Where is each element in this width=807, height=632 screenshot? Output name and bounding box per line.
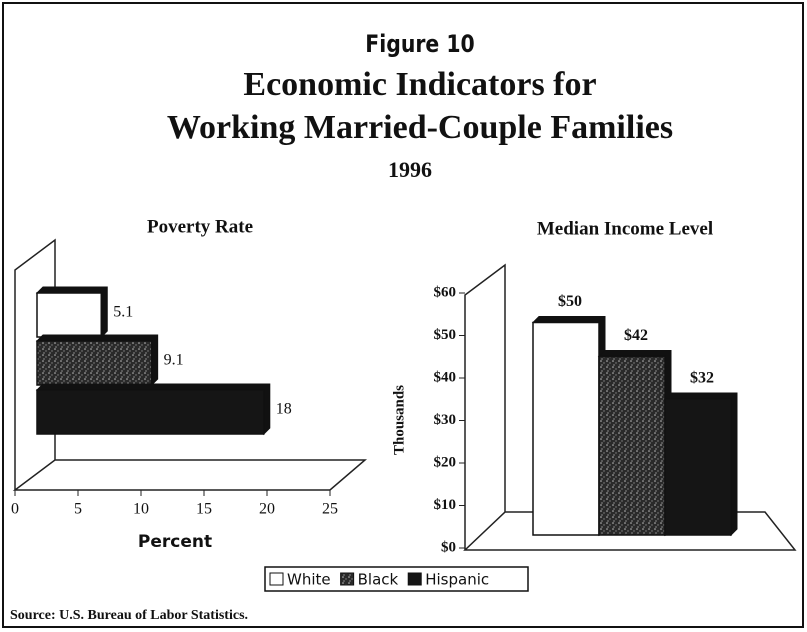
source: Source: U.S. Bureau of Labor Statistics. [10, 608, 248, 623]
title-line: Economic Indicators for [243, 66, 596, 103]
x-tick-label: 0 [11, 501, 19, 518]
legend-swatch [340, 572, 355, 586]
subtitle: 1996 [388, 157, 432, 182]
y-tick-label: $0 [441, 539, 456, 555]
chart-title: Median Income Level [537, 218, 713, 239]
legend-swatch [407, 572, 422, 586]
legend-box [264, 566, 529, 592]
x-tick-label: 10 [133, 501, 149, 518]
x-tick-label: 5 [74, 501, 82, 518]
axis-frame [12, 238, 368, 491]
value-label: 9.1 [164, 352, 184, 369]
y-tick-label: $20 [434, 454, 457, 470]
x-tick-label: 15 [196, 501, 212, 518]
legend-label: Hispanic [425, 571, 489, 589]
value-label: 5.1 [113, 304, 133, 321]
chart-title: Poverty Rate [147, 216, 253, 237]
y-tick-label: $10 [434, 497, 457, 513]
legend-label: Black [358, 571, 399, 589]
bar [36, 340, 153, 386]
title-line: Working Married-Couple Families [167, 109, 673, 146]
y-tick-label: $30 [434, 412, 457, 428]
x-tick-label: 20 [259, 501, 275, 518]
bar [36, 389, 265, 435]
bar [532, 321, 600, 536]
value-label: 18 [276, 401, 292, 418]
x-tick-label: 25 [322, 501, 338, 518]
bar [598, 355, 666, 536]
y-tick-label: $50 [434, 327, 457, 343]
value-label: $50 [558, 293, 582, 310]
y-tick-label: $40 [434, 369, 457, 385]
axis-frame [463, 263, 797, 551]
legend-label: White [287, 571, 331, 589]
value-label: $32 [690, 370, 714, 387]
y-tick-label: $60 [434, 284, 457, 300]
bar [664, 398, 732, 536]
figure-label: Figure 10 [365, 30, 474, 58]
bar [36, 292, 103, 338]
value-label: $42 [624, 327, 648, 344]
x-axis-label: Percent [138, 532, 212, 552]
legend-swatch [269, 572, 284, 586]
y-axis-label: Thousands [391, 385, 407, 455]
